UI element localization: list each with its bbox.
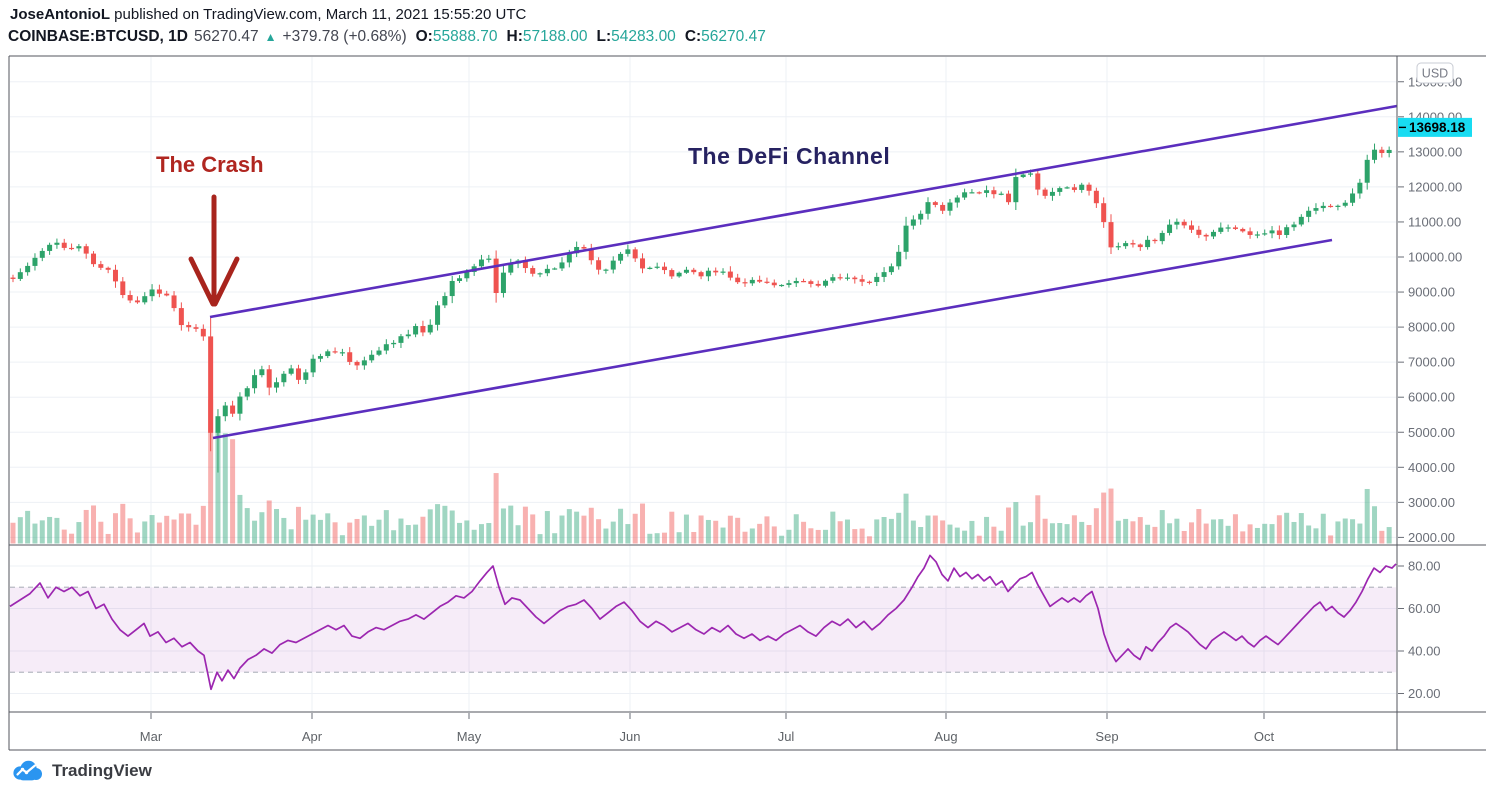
currency-badge-label: USD xyxy=(1422,67,1448,81)
rsi-tick-label: 60.00 xyxy=(1408,601,1441,616)
month-label[interactable]: Jun xyxy=(620,729,641,744)
symbol-title: COINBASE:BTCUSD, 1D xyxy=(8,28,188,45)
month-label[interactable]: Oct xyxy=(1254,729,1275,744)
crash-annotation[interactable]: The Crash xyxy=(156,152,264,177)
rsi-band xyxy=(10,586,1396,673)
price-tick-label: 11000.00 xyxy=(1408,214,1461,229)
last-price-label xyxy=(1398,117,1472,137)
price-tick-label: 9000.00 xyxy=(1408,285,1455,300)
month-label[interactable]: Sep xyxy=(1095,729,1118,744)
author-name: JoseAntonioL xyxy=(10,6,110,23)
rsi-tick-label: 80.00 xyxy=(1408,559,1441,574)
price-tick-label: 3000.00 xyxy=(1408,495,1455,510)
channel-upper-line[interactable] xyxy=(209,104,1398,319)
ohlc-low: L:54283.00 xyxy=(596,28,676,45)
channel-lines[interactable] xyxy=(209,104,1398,440)
last-price-value: 13698.18 xyxy=(1409,120,1466,135)
tradingview-brand[interactable]: TradingView xyxy=(12,760,152,782)
symbol-last-price: 56270.47 xyxy=(193,28,259,45)
symbol-info-bar: COINBASE:BTCUSD, 1D 56270.47 ▲ +379.78 (… xyxy=(8,28,766,46)
panel-frame xyxy=(8,55,1486,751)
price-tick-label: 4000.00 xyxy=(1408,460,1455,475)
axes[interactable]: 15000.0014000.0013000.0012000.0011000.00… xyxy=(140,62,1472,744)
price-change: +379.78 (+0.68%) xyxy=(282,28,407,45)
published-text: published on TradingView.com, March 11, … xyxy=(110,6,527,23)
publish-info: JoseAntonioL published on TradingView.co… xyxy=(10,6,526,23)
month-label[interactable]: May xyxy=(457,729,482,744)
ohlc-close: C:56270.47 xyxy=(684,28,766,45)
month-label[interactable]: Mar xyxy=(140,729,163,744)
channel-lower-line[interactable] xyxy=(212,238,1333,440)
price-tick-label: 6000.00 xyxy=(1408,390,1455,405)
rsi-line xyxy=(9,554,1397,691)
rsi-tick-label: 20.00 xyxy=(1408,686,1441,701)
price-tick-label: 12000.00 xyxy=(1408,179,1462,194)
price-tick-label: 7000.00 xyxy=(1408,355,1455,370)
month-label[interactable]: Apr xyxy=(302,729,323,744)
price-tick-label: 5000.00 xyxy=(1408,425,1455,440)
ohlc-open: O:55888.70 xyxy=(415,28,498,45)
candles xyxy=(10,143,1392,473)
price-tick-label: 8000.00 xyxy=(1408,320,1455,335)
month-label[interactable]: Jul xyxy=(778,729,795,744)
month-label[interactable]: Aug xyxy=(934,729,957,744)
price-tick-label: 10000.00 xyxy=(1408,250,1462,265)
up-triangle-icon: ▲ xyxy=(264,30,277,44)
ohlc-high: H:57188.00 xyxy=(506,28,588,45)
crash-arrow[interactable] xyxy=(188,194,240,307)
defi-channel-annotation[interactable]: The DeFi Channel xyxy=(688,143,891,169)
brand-name: TradingView xyxy=(52,761,152,780)
tradingview-logo-icon xyxy=(13,760,42,781)
volume-bars xyxy=(10,399,1392,544)
price-tick-label: 13000.00 xyxy=(1408,144,1462,159)
rsi-tick-label: 40.00 xyxy=(1408,644,1441,659)
price-tick-label: 2000.00 xyxy=(1408,530,1455,545)
currency-badge[interactable] xyxy=(1416,62,1454,84)
